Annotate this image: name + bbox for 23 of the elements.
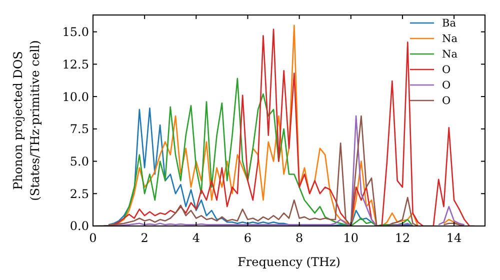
- x-tick-label: 10: [343, 231, 359, 245]
- x-tick-label: 8: [295, 231, 304, 245]
- legend-label: O: [442, 80, 451, 92]
- legend-label: Ba: [442, 18, 456, 30]
- x-axis-title: Frequency (THz): [238, 255, 340, 269]
- y-tick-label: 12.5: [62, 57, 89, 72]
- y-tick-label: 7.5: [70, 122, 89, 136]
- x-tick-label: 4: [192, 231, 200, 245]
- y-axis-title: Phonon projected DOS (States/THz·primitive cell): [11, 40, 42, 201]
- x-tick-label: 0: [89, 231, 97, 245]
- x-tick-label: 12: [394, 231, 410, 245]
- legend-label: Na: [442, 48, 458, 61]
- y-tick-label: 5.0: [70, 154, 89, 168]
- x-tick-label: 14: [446, 231, 462, 245]
- y-tick-label: 0.0: [70, 219, 89, 234]
- legend-label: Na: [442, 33, 458, 46]
- legend-label: O: [442, 95, 451, 108]
- x-tick-label: 2: [140, 231, 148, 245]
- y-tick-label: 15.0: [62, 25, 89, 40]
- y-tick-label: 2.5: [70, 186, 89, 201]
- x-tick-label: 6: [244, 231, 252, 245]
- y-tick-label: 10.0: [62, 90, 89, 104]
- legend-label: O: [442, 64, 451, 76]
